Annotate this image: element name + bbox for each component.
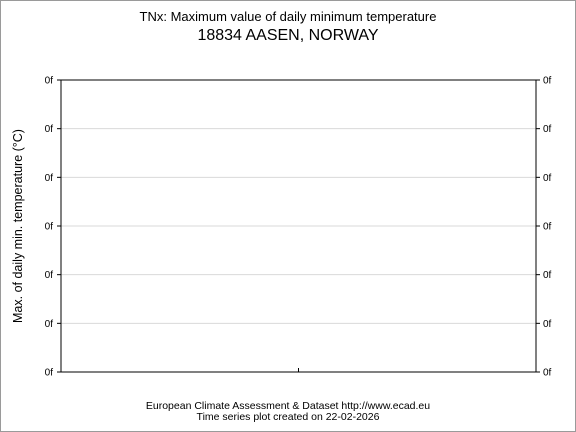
y-tick-label-right: 0f [543,222,552,233]
y-tick-label-right: 0f [543,319,552,330]
y-tick-label-right: 0f [543,270,552,281]
y-tick-label-right: 0f [543,173,552,184]
y-tick-label-left: 0f [45,222,54,233]
y-tick-label-left: 0f [45,319,54,330]
chart-title: TNx: Maximum value of daily minimum temp… [139,9,437,24]
y-tick-label-left: 0f [45,270,54,281]
y-tick-label-right: 0f [543,368,552,379]
y-tick-label-left: 0f [45,124,54,135]
footer-credit: European Climate Assessment & Dataset ht… [145,400,431,412]
y-tick-label-left: 0f [45,368,54,379]
y-tick-label-left: 0f [45,173,54,184]
footer-created: Time series plot created on 22-02-2026 [196,411,380,423]
chart-subtitle: 18834 AASEN, NORWAY [197,27,379,44]
y-tick-label-left: 0f [45,76,54,87]
y-tick-label-right: 0f [543,124,552,135]
y-tick-label-right: 0f [543,76,552,87]
